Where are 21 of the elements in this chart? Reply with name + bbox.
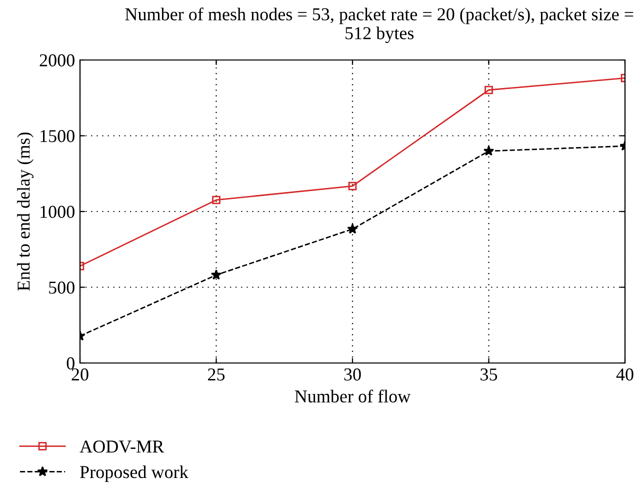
legend-label: Proposed work xyxy=(80,465,188,482)
legend-label: AODV-MR xyxy=(80,440,164,453)
point xyxy=(347,224,358,234)
x-tick-label: 20 xyxy=(72,368,88,381)
y-tick-label: 1000 xyxy=(40,206,74,218)
x-tick-label: 35 xyxy=(480,368,498,381)
y-tick-label: 0 xyxy=(66,357,74,370)
x-axis-title: Number of flow xyxy=(294,390,411,402)
y-tick-label: 1500 xyxy=(40,130,74,142)
point xyxy=(212,196,220,204)
point xyxy=(210,269,222,280)
y-tick-label: 500 xyxy=(49,282,74,294)
point xyxy=(484,86,493,94)
x-tick-label: 30 xyxy=(344,368,361,381)
chart-title: Number of mesh nodes = 53, packet rate = 20 (packet/s), packet size = 512 bytes xyxy=(125,8,634,44)
point xyxy=(483,145,494,156)
x-tick-label: 40 xyxy=(616,368,634,381)
point xyxy=(348,182,357,190)
y-tick-label: 2000 xyxy=(40,54,74,66)
y-axis-title: End to end delay (ms) xyxy=(17,132,34,291)
x-tick-label: 25 xyxy=(208,368,225,381)
